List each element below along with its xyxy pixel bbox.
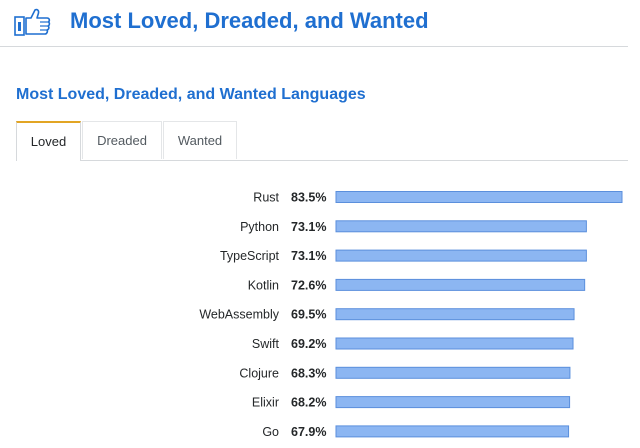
bar-label: Kotlin (248, 278, 279, 292)
thumbs-up-icon (14, 8, 51, 36)
bar-rust (335, 191, 623, 203)
page-header: Most Loved, Dreaded, and Wanted (0, 0, 628, 47)
page-title: Most Loved, Dreaded, and Wanted (70, 8, 429, 33)
bar-value-label: 73.1% (291, 220, 326, 234)
bar-value-label: 68.2% (291, 396, 326, 410)
bar-label: Rust (253, 191, 279, 205)
bar-label: Elixir (252, 396, 279, 410)
bar-label: Go (262, 425, 279, 439)
bar-python (335, 220, 587, 233)
bar-value-label: 72.6% (291, 278, 326, 292)
bar-kotlin (335, 278, 586, 291)
bar-label: Clojure (239, 366, 279, 380)
bar-value-label: 67.9% (291, 425, 326, 439)
bar-chart: Rust 83.5% Python 73.1% TypeScript 73.1% Kotli… (0, 178, 640, 448)
bar-typescript (335, 249, 587, 262)
bar-value-label: 69.2% (291, 337, 326, 351)
section-title: Most Loved, Dreaded, and Wanted Language… (16, 86, 366, 103)
bar-label: TypeScript (220, 249, 280, 263)
tab-dreaded[interactable]: Dreaded (82, 121, 162, 159)
bar-label: WebAssembly (199, 308, 279, 322)
bar-value-label: 73.1% (291, 249, 326, 263)
bar-value-label: 69.5% (291, 308, 326, 322)
bar-label: Python (240, 220, 279, 234)
bar-webassembly (335, 308, 575, 321)
bar-clojure (335, 366, 571, 379)
tab-wanted[interactable]: Wanted (163, 121, 237, 159)
bar-value-label: 83.5% (291, 191, 326, 205)
tab-bar: Loved Dreaded Wanted (16, 121, 628, 161)
bar-value-label: 68.3% (291, 366, 326, 380)
bar-swift (335, 337, 574, 350)
bar-label: Swift (252, 337, 280, 351)
bar-elixir (335, 396, 571, 409)
bar-chart-svg: Rust 83.5% Python 73.1% TypeScript 73.1% Kotli… (199, 191, 623, 439)
tab-loved[interactable]: Loved (16, 121, 81, 161)
bar-go (335, 425, 570, 438)
